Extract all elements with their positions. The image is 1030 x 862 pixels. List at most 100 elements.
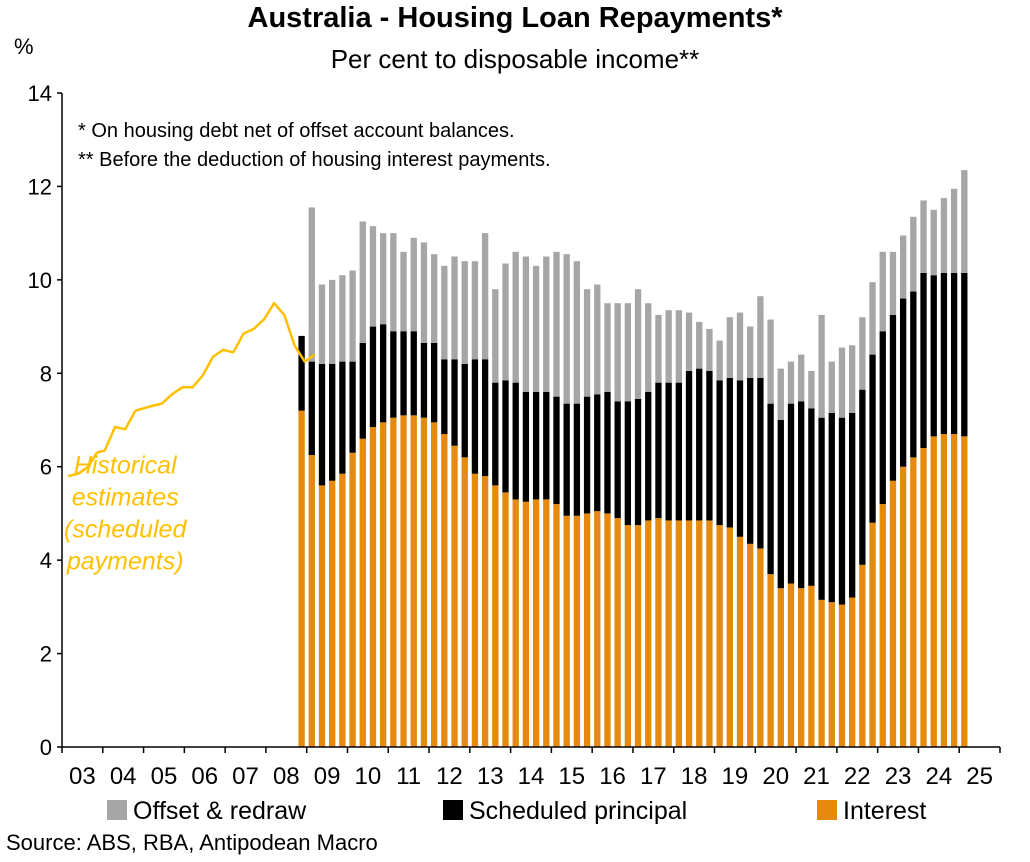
bar-scheduled-principal xyxy=(920,272,927,449)
bar-offset-redraw xyxy=(879,251,886,332)
bar-offset-redraw xyxy=(543,256,550,392)
bar-interest xyxy=(879,504,886,747)
bar-offset-redraw xyxy=(818,314,825,418)
bar-offset-redraw xyxy=(685,312,693,371)
y-ticks: 0 2 4 6 8 10 12 14 xyxy=(28,81,62,760)
source-note: Source: ABS, RBA, Antipodean Macro xyxy=(6,830,378,855)
historical-estimates-label-line: (scheduled xyxy=(64,516,187,544)
bar-offset-redraw xyxy=(594,284,601,395)
bar-offset-redraw xyxy=(430,254,438,343)
bar-scheduled-principal xyxy=(706,370,713,521)
bar-offset-redraw xyxy=(645,303,652,392)
bar-scheduled-principal xyxy=(471,359,479,474)
bar-offset-redraw xyxy=(910,216,917,292)
bar-scheduled-principal xyxy=(645,391,652,521)
bar-offset-redraw xyxy=(471,261,479,360)
bar-interest xyxy=(573,515,581,747)
bar-scheduled-principal xyxy=(787,403,795,584)
bar-scheduled-principal xyxy=(553,396,560,505)
bar-scheduled-principal xyxy=(349,361,356,453)
bar-scheduled-principal xyxy=(522,391,530,502)
y-tick-label: 12 xyxy=(28,174,52,199)
bar-interest xyxy=(910,457,917,747)
bar-offset-redraw xyxy=(400,251,407,332)
legend-label-offset-redraw: Offset & redraw xyxy=(133,797,307,825)
bar-interest xyxy=(563,515,570,747)
bar-interest xyxy=(675,520,682,747)
bar-interest xyxy=(747,543,754,747)
bar-interest xyxy=(451,445,458,747)
note-2: ** Before the deduction of housing inter… xyxy=(78,149,551,171)
x-tick-label: 24 xyxy=(925,763,952,790)
bar-interest xyxy=(726,527,733,747)
bar-scheduled-principal xyxy=(808,408,815,586)
bar-scheduled-principal xyxy=(308,361,315,456)
bar-scheduled-principal xyxy=(339,361,346,474)
bar-scheduled-principal xyxy=(634,398,642,526)
bar-interest xyxy=(481,476,489,747)
bar-scheduled-principal xyxy=(594,394,601,512)
bar-offset-redraw xyxy=(798,354,805,402)
y-tick-label: 14 xyxy=(28,81,52,106)
bar-scheduled-principal xyxy=(369,326,377,428)
x-tick-label: 22 xyxy=(844,763,871,790)
bar-scheduled-principal xyxy=(461,363,468,458)
bar-scheduled-principal xyxy=(665,382,672,521)
bar-offset-redraw xyxy=(349,270,356,362)
bar-interest xyxy=(502,492,509,747)
bar-interest xyxy=(532,499,540,747)
bar-offset-redraw xyxy=(655,314,662,383)
bar-scheduled-principal xyxy=(961,272,968,437)
bar-scheduled-principal xyxy=(930,275,937,437)
bar-interest xyxy=(522,501,530,747)
legend-swatch-offset-redraw xyxy=(107,800,127,820)
bar-offset-redraw xyxy=(961,170,968,273)
bar-scheduled-principal xyxy=(859,389,866,565)
bar-interest xyxy=(553,504,560,747)
bar-scheduled-principal xyxy=(451,359,458,446)
y-tick-label: 4 xyxy=(40,548,52,573)
x-tick-label: 16 xyxy=(599,763,626,790)
bar-interest xyxy=(655,518,662,747)
bar-interest xyxy=(329,480,336,747)
x-tick-label: 20 xyxy=(762,763,789,790)
bar-interest xyxy=(920,448,927,747)
bar-interest xyxy=(461,457,468,747)
bar-interest xyxy=(318,485,326,747)
bar-scheduled-principal xyxy=(838,417,846,605)
bar-interest xyxy=(349,452,356,747)
bar-offset-redraw xyxy=(787,361,795,404)
bar-interest xyxy=(430,422,438,747)
bar-offset-redraw xyxy=(767,319,774,404)
x-tick-label: 25 xyxy=(966,763,993,790)
bar-scheduled-principal xyxy=(726,377,733,528)
bar-offset-redraw xyxy=(726,317,733,378)
historical-estimates-label-line: estimates xyxy=(72,484,179,512)
bar-scheduled-principal xyxy=(849,412,856,598)
bar-interest xyxy=(961,436,968,747)
bar-scheduled-principal xyxy=(869,354,876,523)
bar-offset-redraw xyxy=(441,265,448,360)
bar-interest xyxy=(716,525,723,747)
bar-offset-redraw xyxy=(838,347,846,418)
legend-label-scheduled-principal: Scheduled principal xyxy=(469,797,687,825)
bar-offset-redraw xyxy=(716,340,723,381)
historical-estimates-label: Historical estimates (scheduled payments) xyxy=(64,452,187,576)
bar-offset-redraw xyxy=(777,368,784,420)
bar-scheduled-principal xyxy=(410,331,417,416)
legend: Offset & redraw Scheduled principal Intere… xyxy=(107,797,926,825)
bar-interest xyxy=(787,583,795,747)
y-tick-label: 0 xyxy=(40,735,52,760)
bar-scheduled-principal xyxy=(675,382,682,521)
bar-interest xyxy=(410,415,417,747)
historical-estimates-label-line: Historical xyxy=(74,452,178,480)
bar-interest xyxy=(838,604,846,747)
bar-offset-redraw xyxy=(339,275,346,362)
bar-scheduled-principal xyxy=(747,377,754,544)
bar-scheduled-principal xyxy=(777,420,784,589)
bar-scheduled-principal xyxy=(481,359,489,477)
bar-scheduled-principal xyxy=(767,403,774,575)
bar-offset-redraw xyxy=(553,251,560,397)
bar-offset-redraw xyxy=(492,289,499,383)
bar-scheduled-principal xyxy=(818,417,825,600)
